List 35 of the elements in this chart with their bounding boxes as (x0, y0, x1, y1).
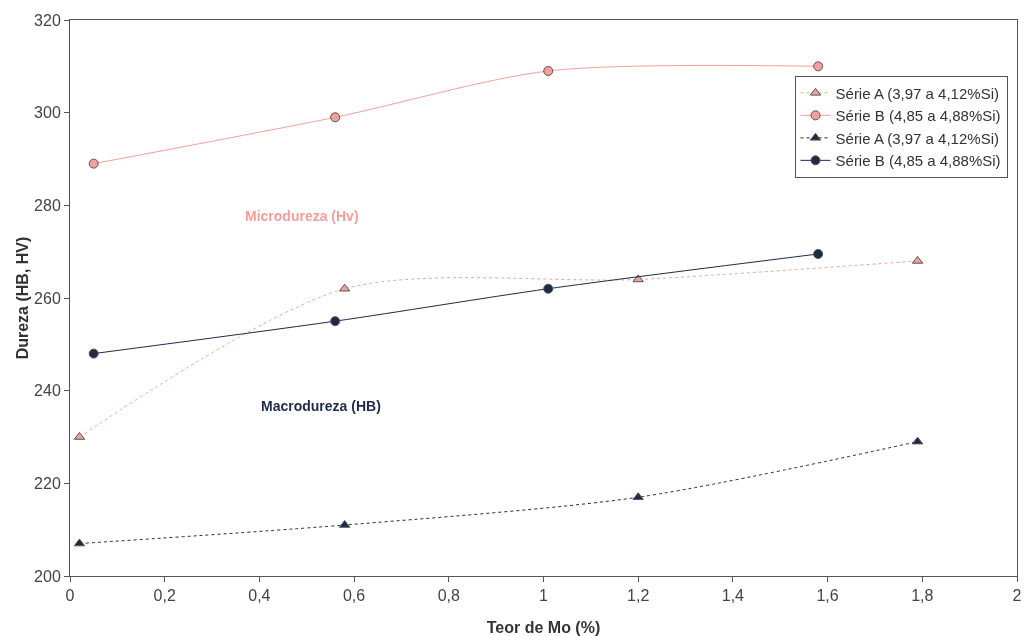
y-tick-label: 200 (34, 567, 61, 585)
x-axis-title: Teor de Mo (%) (486, 619, 601, 636)
legend-label: Série A (3,97 a 4,12%Si) (835, 129, 999, 147)
x-tick-label: 1,4 (721, 587, 745, 605)
x-tick-label: 1,6 (816, 587, 839, 605)
y-tick-label: 220 (34, 474, 61, 492)
y-tick-label: 240 (34, 382, 61, 400)
x-tick-label: 0,8 (437, 587, 461, 605)
annotation: Macrodureza (HB) (261, 398, 381, 414)
x-tick-label: 0 (65, 587, 75, 605)
point (330, 316, 341, 327)
x-tick-label: 0,6 (342, 587, 366, 605)
point (632, 274, 644, 283)
legend-label: Série B (4,85 a 4,88%Si) (835, 152, 1001, 170)
x-tick-label: 1,2 (627, 587, 650, 605)
point (813, 61, 824, 72)
annotation: Microdureza (Hv) (245, 208, 359, 224)
point (543, 283, 554, 294)
x-tick-label: 2 (1012, 587, 1022, 605)
y-axis-title: Dureza (HB, HV) (14, 236, 31, 360)
point (88, 348, 99, 359)
legend-label: Série A (3,97 a 4,12%Si) (835, 84, 999, 102)
y-tick-label: 280 (34, 196, 61, 214)
legend-label: Série B (4,85 a 4,88%Si) (835, 107, 1001, 125)
point (88, 158, 99, 169)
x-tick-label: 0,2 (153, 587, 176, 605)
point (543, 65, 554, 76)
x-tick-label: 1,8 (911, 587, 934, 605)
y-tick-label: 320 (34, 11, 61, 29)
point (330, 112, 341, 123)
y-tick-label: 300 (34, 104, 61, 122)
y-tick-label: 260 (34, 289, 61, 307)
x-tick-label: 1 (539, 587, 549, 605)
x-tick-label: 0,4 (248, 587, 271, 605)
point (813, 248, 824, 259)
